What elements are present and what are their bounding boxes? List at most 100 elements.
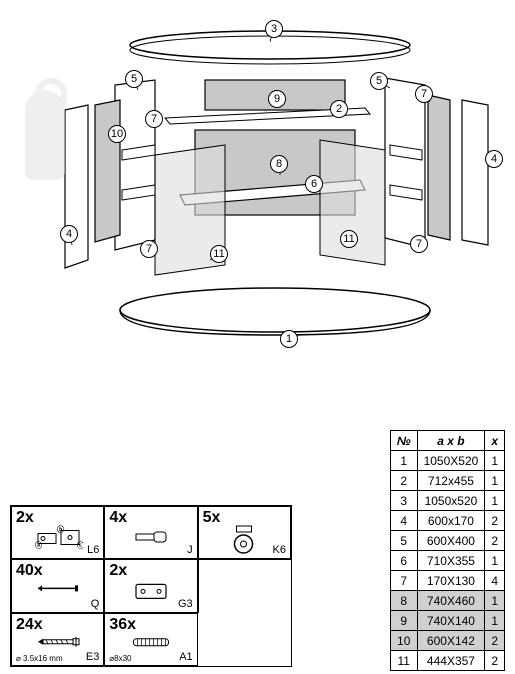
hw-code: K6 (273, 544, 286, 556)
table-cell-n: 1 (390, 451, 417, 471)
nail-icon (33, 582, 83, 594)
hw-sub: ⌀ 3.5x16 mm (16, 654, 63, 663)
watermark-lock-icon (25, 90, 65, 180)
col-dim: a x b (417, 431, 485, 451)
callout-4: 4 (485, 150, 503, 168)
hw-cell-G3: 2x G3 (104, 559, 197, 612)
diagram-svg (10, 10, 505, 380)
hw-code: G3 (178, 598, 193, 610)
exploded-diagram (10, 10, 505, 380)
table-cell-qty: 2 (485, 511, 505, 531)
callout-5: 5 (125, 70, 143, 88)
table-cell-n: 6 (390, 551, 417, 571)
col-qty: x (485, 431, 505, 451)
hw-count: 4x (109, 509, 127, 527)
table-cell-qty: 1 (485, 551, 505, 571)
table-cell-dim: 170X130 (417, 571, 485, 591)
bracket-icon: ⓐ ⓑ ⓒ (33, 525, 83, 550)
table-row: 11444X3572 (390, 651, 504, 671)
svg-text:ⓒ: ⓒ (77, 540, 83, 549)
hw-cell-blank1 (198, 559, 291, 612)
screw-icon (33, 635, 83, 649)
callout-1: 1 (280, 330, 298, 348)
table-row: 31050x5201 (390, 491, 504, 511)
table-cell-qty: 4 (485, 571, 505, 591)
callout-2: 2 (330, 100, 348, 118)
hw-code: Q (91, 598, 100, 610)
table-cell-n: 8 (390, 591, 417, 611)
hw-cell-blank2 (198, 613, 291, 666)
table-row: 10600X1422 (390, 631, 504, 651)
hw-cell-J: 4x J (104, 506, 197, 559)
table-cell-dim: 1050x520 (417, 491, 485, 511)
hw-code: J (187, 544, 193, 556)
table-row: 6710X3551 (390, 551, 504, 571)
table-cell-n: 7 (390, 571, 417, 591)
hw-sub: ⌀8x30 (109, 654, 131, 663)
table-cell-dim: 600X400 (417, 531, 485, 551)
callout-7: 7 (410, 235, 428, 253)
callout-7: 7 (140, 240, 158, 258)
svg-text:ⓐ: ⓐ (35, 540, 42, 549)
hw-count: 40x (16, 562, 43, 580)
table-cell-n: 5 (390, 531, 417, 551)
parts-table: № a x b x 11050X52012712x455131050x52014… (390, 430, 505, 671)
table-cell-n: 9 (390, 611, 417, 631)
table-cell-n: 10 (390, 631, 417, 651)
callout-9: 9 (268, 90, 286, 108)
hw-cell-K6: 5x K6 (198, 506, 291, 559)
catch-icon (131, 579, 171, 601)
table-cell-qty: 2 (485, 631, 505, 651)
table-cell-n: 2 (390, 471, 417, 491)
hw-count: 36x (109, 616, 136, 634)
hardware-grid: 2x L6 ⓐ ⓑ ⓒ 4x J 5x K6 40x Q 2x G3 (10, 505, 292, 667)
hw-cell-A1: 36x A1 ⌀8x30 (104, 613, 197, 666)
table-cell-qty: 1 (485, 591, 505, 611)
table-row: 11050X5201 (390, 451, 504, 471)
hw-cell-L6: 2x L6 ⓐⓑⓒ (11, 506, 104, 559)
table-cell-dim: 1050X520 (417, 451, 485, 471)
table-cell-n: 11 (390, 651, 417, 671)
callout-10: 10 (108, 125, 126, 143)
svg-text:ⓑ: ⓑ (57, 525, 64, 533)
callout-8: 8 (270, 155, 288, 173)
hw-cell-Q: 40x Q (11, 559, 104, 612)
table-cell-qty: 2 (485, 531, 505, 551)
callout-7: 7 (145, 110, 163, 128)
table-cell-dim: 740X140 (417, 611, 485, 631)
dowel-icon (128, 635, 173, 649)
table-cell-qty: 1 (485, 611, 505, 631)
table-cell-dim: 600x170 (417, 511, 485, 531)
callout-3: 3 (265, 20, 283, 38)
hw-code: L6 (87, 544, 99, 556)
col-num: № (390, 431, 417, 451)
hw-cell-E3: 24x E3 ⌀ 3.5x16 mm (11, 613, 104, 666)
callout-11: 11 (210, 245, 228, 263)
callout-6: 6 (305, 175, 323, 193)
hw-count: 2x (109, 562, 127, 580)
callout-4: 4 (60, 225, 78, 243)
table-cell-qty: 1 (485, 471, 505, 491)
hw-count: 5x (203, 509, 221, 527)
table-row: 5600X4002 (390, 531, 504, 551)
caster-icon (227, 524, 262, 554)
table-cell-qty: 1 (485, 451, 505, 471)
table-header-row: № a x b x (390, 431, 504, 451)
table-cell-dim: 444X357 (417, 651, 485, 671)
callout-7: 7 (415, 85, 433, 103)
table-row: 7170X1304 (390, 571, 504, 591)
table-cell-n: 3 (390, 491, 417, 511)
pin-icon (131, 527, 171, 547)
table-cell-qty: 1 (485, 491, 505, 511)
table-cell-dim: 600X142 (417, 631, 485, 651)
table-row: 9740X1401 (390, 611, 504, 631)
hw-count: 24x (16, 616, 43, 634)
table-cell-dim: 710X355 (417, 551, 485, 571)
table-row: 4600x1702 (390, 511, 504, 531)
table-cell-dim: 740X460 (417, 591, 485, 611)
table-cell-n: 4 (390, 511, 417, 531)
table-row: 2712x4551 (390, 471, 504, 491)
table-row: 8740X4601 (390, 591, 504, 611)
hw-code: E3 (86, 651, 99, 663)
callout-5: 5 (370, 72, 388, 90)
